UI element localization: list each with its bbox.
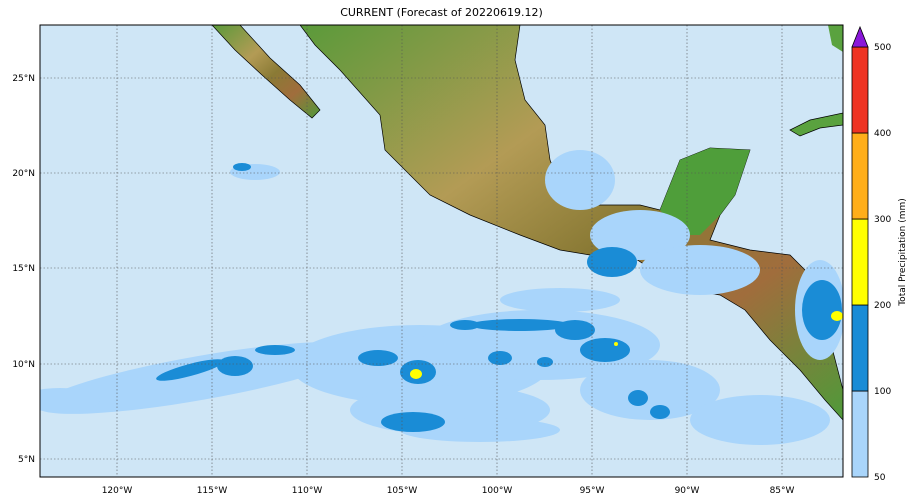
precip-contours [40,150,843,445]
cuba [789,112,843,137]
lat-labels: 25°N 20°N 15°N 10°N 5°N [12,74,35,465]
yucatan [660,148,750,235]
lat-label: 25°N [12,74,35,84]
lat-label: 5°N [18,455,35,465]
map-title: CURRENT (Forecast of 20220619.12) [340,6,543,19]
lon-label: 110°W [292,486,323,496]
colorbar-segment [851,390,869,478]
gridlines [40,25,843,477]
lat-label: 20°N [12,169,35,179]
colorbar-segment [851,304,869,392]
lon-label: 90°W [675,486,700,496]
lon-label: 105°W [387,486,418,496]
lat-label: 15°N [12,264,35,274]
colorbar-tick: 200 [874,301,891,311]
colorbar-ticks: 50 100 200 300 400 500 [874,43,891,483]
lon-label: 100°W [482,486,513,496]
colorbar-segment [851,46,869,134]
lon-labels: 120°W 115°W 110°W 105°W 100°W 95°W 90°W … [102,486,795,496]
land [211,25,843,421]
lon-label: 115°W [197,486,228,496]
map-frame [39,24,844,478]
colorbar-tick: 50 [874,473,886,483]
colorbar-tick: 400 [874,129,891,139]
colorbar [851,25,869,478]
colorbar-tick: 300 [874,215,891,225]
precip-100-200 [156,163,842,432]
colorbar-segment [851,132,869,220]
baja-california [211,25,321,119]
colorbar-segment [851,218,869,306]
lat-label: 10°N [12,360,35,370]
lon-label: 85°W [770,486,795,496]
lon-label: 120°W [102,486,133,496]
colorbar-extend-arrow [851,25,869,48]
lon-label: 95°W [580,486,605,496]
colorbar-tick: 500 [874,43,891,53]
colorbar-tick: 100 [874,387,891,397]
florida-tip [828,25,843,52]
colorbar-label: Total Precipitation (mm) [898,198,908,306]
precip-200-300 [410,311,843,379]
